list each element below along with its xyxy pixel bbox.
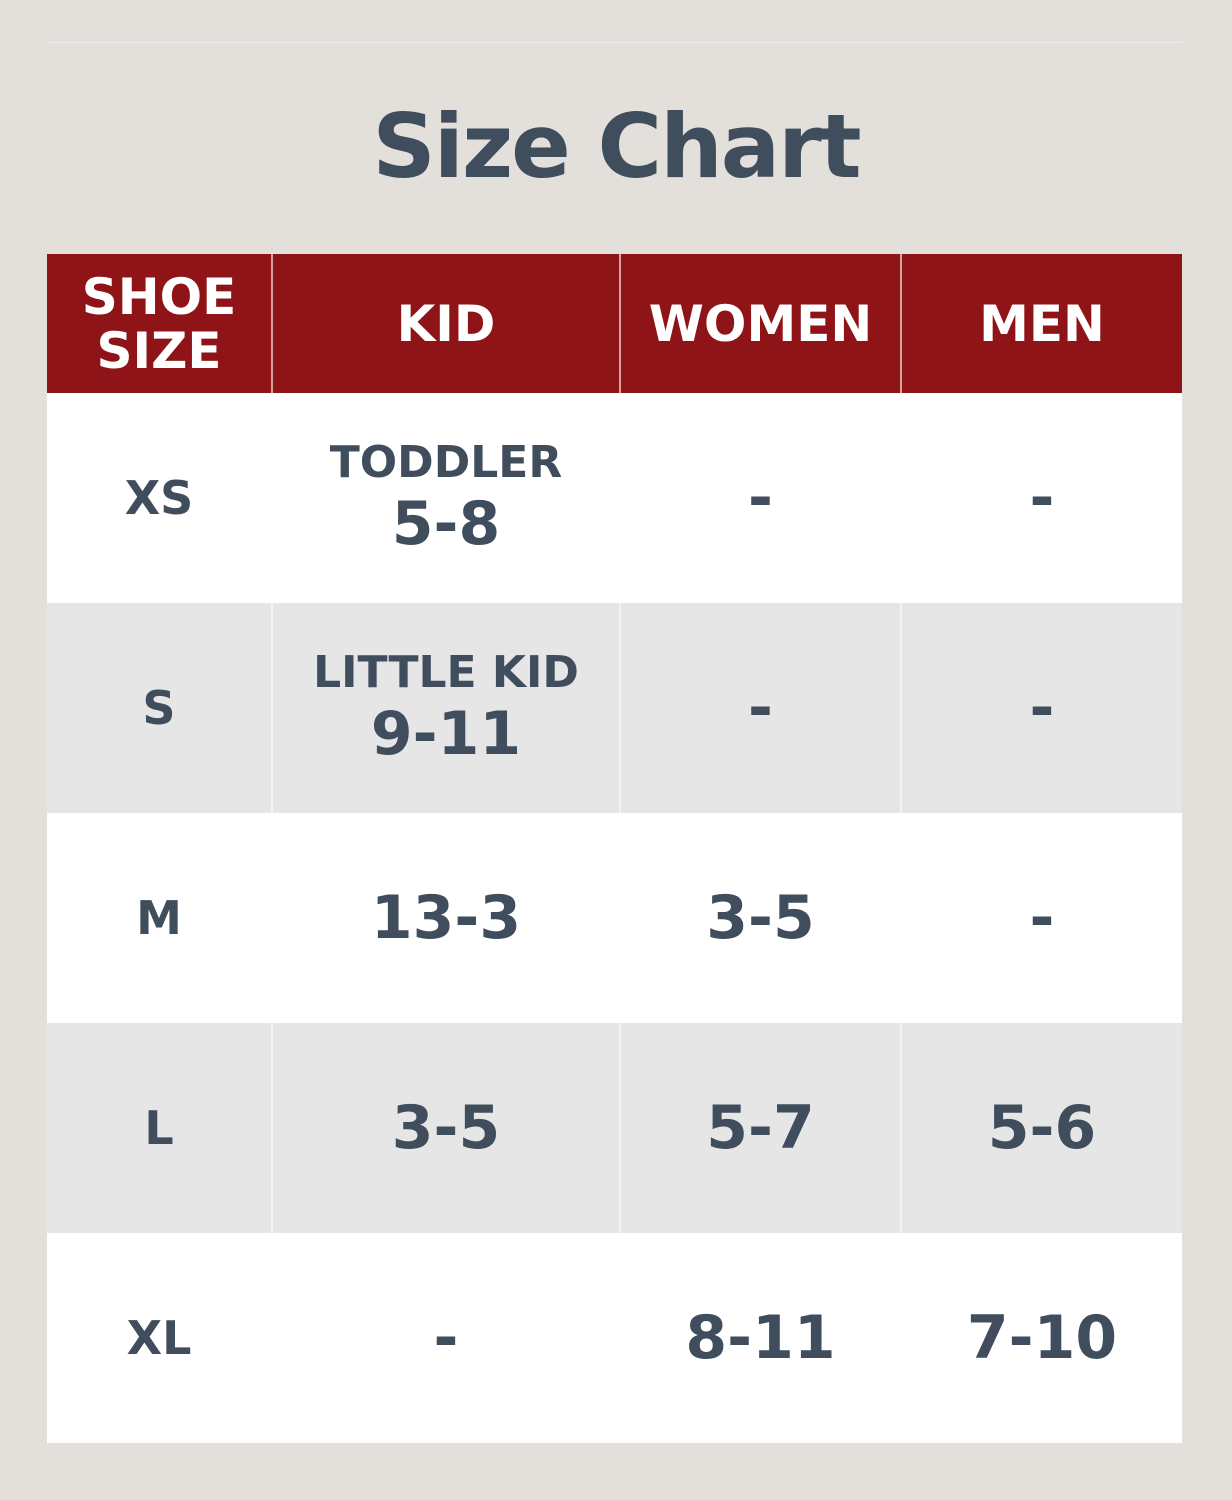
kid-cell: TODDLER 5-8 xyxy=(271,393,620,603)
header-shoe-size: SHOE SIZE xyxy=(47,254,272,393)
table-row: L 3-5 5-7 5-6 xyxy=(47,1023,1182,1233)
table-row: M 13-3 3-5- xyxy=(47,813,1182,1023)
size-cell: XL xyxy=(47,1233,272,1443)
women-cell: 3-5 xyxy=(619,813,901,1023)
divider xyxy=(47,42,1182,43)
table-row: XS TODDLER 5-8- - xyxy=(47,393,1182,603)
size-cell: L xyxy=(47,1023,272,1233)
kid-size-value: - xyxy=(433,1303,459,1373)
women-cell: - xyxy=(619,393,901,603)
kid-category-label: LITTLE KID xyxy=(313,647,579,698)
header-kid: KID xyxy=(271,254,620,393)
kid-size-value: 13-3 xyxy=(370,883,522,953)
kid-size-value: 3-5 xyxy=(391,1093,501,1163)
men-cell: - xyxy=(900,813,1182,1023)
kid-size-value: 5-8 xyxy=(391,489,501,559)
kid-size-value: 9-11 xyxy=(370,699,522,769)
size-cell: M xyxy=(47,813,272,1023)
page-title: Size Chart xyxy=(372,95,861,198)
men-cell: - xyxy=(900,603,1182,813)
kid-category-label: TODDLER xyxy=(329,437,563,488)
men-cell: 5-6 xyxy=(900,1023,1182,1233)
size-cell: S xyxy=(47,603,272,813)
kid-cell: - xyxy=(271,1233,620,1443)
women-cell: 8-11 xyxy=(619,1233,901,1443)
men-cell: - xyxy=(900,393,1182,603)
kid-cell: LITTLE KID 9-11 xyxy=(271,603,620,813)
kid-cell: 3-5 xyxy=(271,1023,620,1233)
kid-cell: 13-3 xyxy=(271,813,620,1023)
header-men: MEN xyxy=(900,254,1182,393)
women-cell: - xyxy=(619,603,901,813)
size-chart-table: SHOE SIZE KID WOMEN MEN XS TODDLER 5-8- - S LI… xyxy=(47,254,1182,1443)
table-row: XL - 8-11 7-10 xyxy=(47,1233,1182,1443)
table-row: S LITTLE KID 9-11- - xyxy=(47,603,1182,813)
header-women: WOMEN xyxy=(619,254,901,393)
men-cell: 7-10 xyxy=(900,1233,1182,1443)
header-row: SHOE SIZE KID WOMEN MEN xyxy=(47,254,1182,393)
size-cell: XS xyxy=(47,393,272,603)
women-cell: 5-7 xyxy=(619,1023,901,1233)
